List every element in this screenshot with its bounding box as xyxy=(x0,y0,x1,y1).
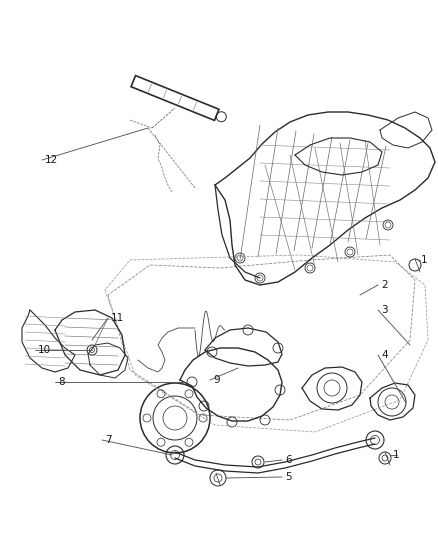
Text: 4: 4 xyxy=(381,350,388,360)
Text: 11: 11 xyxy=(111,313,124,323)
Text: 1: 1 xyxy=(393,450,399,460)
Text: 8: 8 xyxy=(58,377,65,387)
Text: 6: 6 xyxy=(285,455,292,465)
Text: 1: 1 xyxy=(421,255,427,265)
Text: 10: 10 xyxy=(38,345,51,355)
Text: 5: 5 xyxy=(285,472,292,482)
Text: 3: 3 xyxy=(381,305,388,315)
Text: 2: 2 xyxy=(381,280,388,290)
Text: 9: 9 xyxy=(213,375,219,385)
Text: 12: 12 xyxy=(45,155,58,165)
Text: 7: 7 xyxy=(105,435,112,445)
